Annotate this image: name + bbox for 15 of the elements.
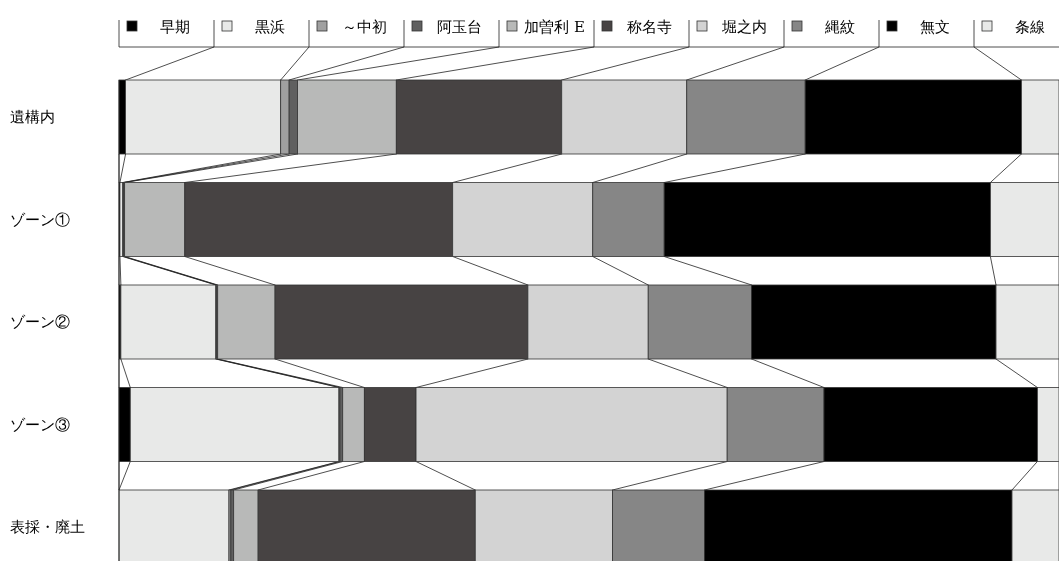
legend-label: 加曽利 E (524, 18, 585, 36)
y-tick-label: 表採・廃土 (10, 518, 85, 536)
legend-label: ～中初 (342, 18, 387, 36)
legend-label: 無文 (919, 18, 950, 36)
y-tick-label: ゾーン② (10, 313, 70, 331)
legend-label: 条線 (1014, 18, 1045, 36)
legend-label: 早期 (159, 18, 190, 36)
legend-label: 縄紋 (823, 18, 855, 36)
y-tick-label: ゾーン③ (10, 415, 70, 434)
legend-label: 黒浜 (254, 18, 285, 36)
legend-label: 称名寺 (627, 18, 672, 36)
y-tick-label: ゾーン① (10, 210, 70, 229)
legend-label: 堀之内 (721, 18, 767, 36)
legend-label: 阿玉台 (437, 18, 482, 36)
y-tick-label: 遺構内 (10, 108, 55, 126)
